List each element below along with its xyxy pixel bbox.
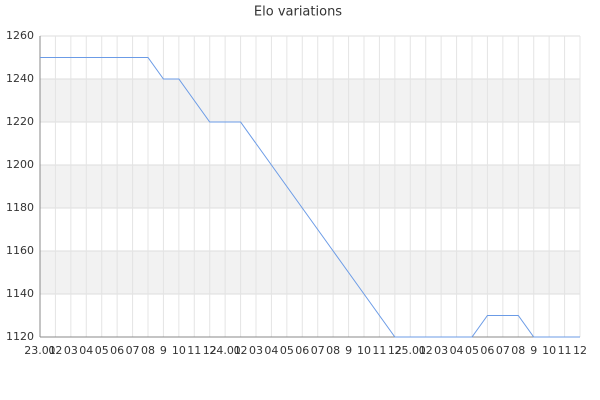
x-tick-label: 11 (372, 344, 386, 357)
x-tick-label: 05 (465, 344, 479, 357)
x-tick-label: 24.01 (209, 344, 241, 357)
x-tick-label: 9 (530, 344, 537, 357)
x-tick-label: 04 (450, 344, 464, 357)
x-tick-label: 06 (295, 344, 309, 357)
x-tick-label: 02 (419, 344, 433, 357)
y-tick-label: 1120 (6, 330, 34, 343)
x-tick-label: 07 (126, 344, 140, 357)
chart-title: Elo variations (254, 5, 342, 20)
x-tick-label: 08 (326, 344, 340, 357)
x-tick-label: 12 (573, 344, 587, 357)
y-tick-label: 1180 (6, 201, 34, 214)
grid-band (40, 79, 580, 122)
x-tick-label: 02 (234, 344, 248, 357)
y-tick-label: 1200 (6, 158, 34, 171)
y-tick-label: 1260 (6, 29, 34, 42)
x-tick-label: 06 (110, 344, 124, 357)
x-tick-label: 12 (388, 344, 402, 357)
y-tick-label: 1160 (6, 244, 34, 257)
x-tick-label: 23.01 (24, 344, 56, 357)
x-tick-label: 9 (345, 344, 352, 357)
x-tick-label: 10 (172, 344, 186, 357)
y-tick-label: 1220 (6, 115, 34, 128)
x-tick-label: 10 (357, 344, 371, 357)
x-tick-label: 04 (264, 344, 278, 357)
x-tick-label: 25.01 (395, 344, 427, 357)
x-tick-label: 10 (542, 344, 556, 357)
x-tick-label: 07 (311, 344, 325, 357)
grid-band (40, 165, 580, 208)
x-tick-label: 12 (203, 344, 217, 357)
x-tick-label: 05 (280, 344, 294, 357)
x-tick-label: 03 (249, 344, 263, 357)
x-tick-label: 06 (480, 344, 494, 357)
x-tick-label: 07 (496, 344, 510, 357)
x-tick-label: 08 (511, 344, 525, 357)
x-tick-label: 11 (558, 344, 572, 357)
x-tick-label: 11 (187, 344, 201, 357)
x-tick-label: 04 (79, 344, 93, 357)
x-tick-label: 03 (64, 344, 78, 357)
data-line (40, 57, 580, 338)
x-tick-label: 05 (95, 344, 109, 357)
x-tick-label: 03 (434, 344, 448, 357)
x-tick-label: 08 (141, 344, 155, 357)
x-tick-label: 9 (160, 344, 167, 357)
x-tick-label: 02 (48, 344, 62, 357)
y-tick-label: 1140 (6, 287, 34, 300)
y-tick-label: 1240 (6, 72, 34, 85)
grid-band (40, 251, 580, 294)
